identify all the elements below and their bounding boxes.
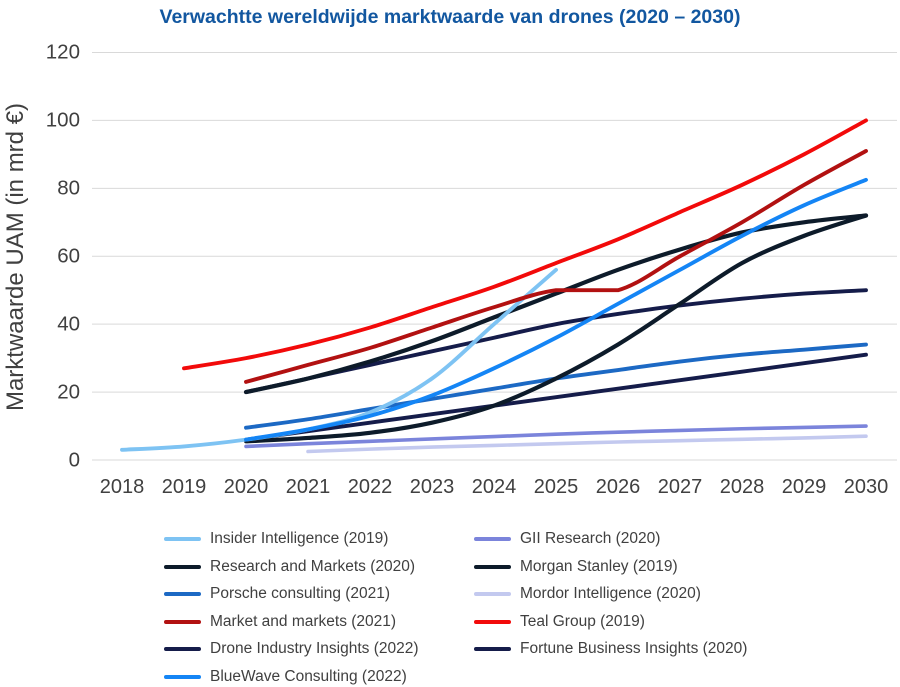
svg-text:20: 20 — [57, 381, 80, 404]
svg-text:2025: 2025 — [534, 476, 579, 498]
svg-text:2027: 2027 — [658, 476, 703, 498]
svg-text:2026: 2026 — [596, 476, 641, 498]
svg-text:2019: 2019 — [162, 476, 207, 498]
svg-text:2030: 2030 — [844, 476, 889, 498]
svg-text:2021: 2021 — [286, 476, 331, 498]
svg-text:60: 60 — [57, 245, 80, 268]
svg-text:0: 0 — [69, 449, 80, 472]
svg-text:80: 80 — [57, 177, 80, 200]
svg-text:2024: 2024 — [472, 476, 517, 498]
svg-text:2022: 2022 — [348, 476, 393, 498]
svg-text:2018: 2018 — [100, 476, 145, 498]
svg-text:2029: 2029 — [782, 476, 827, 498]
svg-text:40: 40 — [57, 313, 80, 336]
svg-text:2028: 2028 — [720, 476, 765, 498]
svg-text:2023: 2023 — [410, 476, 455, 498]
svg-text:120: 120 — [46, 41, 80, 64]
svg-text:100: 100 — [46, 109, 80, 132]
svg-text:2020: 2020 — [224, 476, 269, 498]
